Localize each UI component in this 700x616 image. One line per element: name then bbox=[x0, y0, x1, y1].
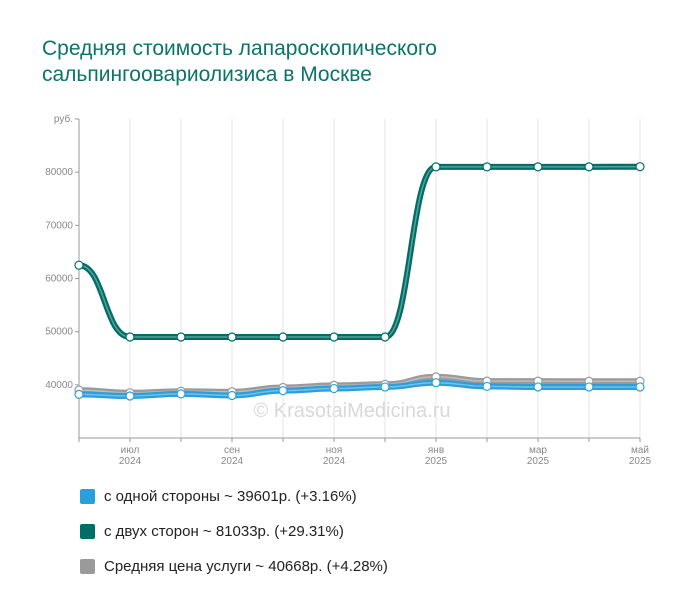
y-tick-label: 40000 bbox=[45, 380, 73, 391]
point bbox=[380, 332, 390, 342]
x-tick-label-part: 2024 bbox=[323, 456, 346, 467]
y-tick-label: 80000 bbox=[45, 167, 73, 178]
x-tick-label-part: 2024 bbox=[221, 456, 244, 467]
point bbox=[125, 332, 135, 342]
point bbox=[74, 260, 84, 270]
point bbox=[584, 162, 594, 172]
point bbox=[533, 162, 543, 172]
chart-title: Средняя стоимость лапароскопического сал… bbox=[42, 37, 437, 86]
x-tick-label: июл 2024 bbox=[119, 445, 142, 467]
point bbox=[278, 332, 288, 342]
x-tick-label-part: май bbox=[631, 445, 649, 456]
point bbox=[227, 332, 237, 342]
point bbox=[635, 382, 645, 392]
legend-label: с двух сторон ~ 81033р. (+29.31%) bbox=[104, 523, 344, 540]
legend-label: Средняя цена услуги ~ 40668р. (+4.28%) bbox=[104, 558, 388, 575]
legend-swatch bbox=[80, 559, 95, 574]
x-tick-label: янв 2025 bbox=[425, 445, 448, 467]
x-tick-label: мар 2025 bbox=[527, 445, 550, 467]
point bbox=[329, 383, 339, 394]
point bbox=[329, 332, 339, 342]
point bbox=[431, 162, 441, 172]
point bbox=[74, 389, 84, 400]
series-line-highlight bbox=[78, 165, 641, 338]
point bbox=[635, 162, 645, 172]
legend-swatch bbox=[80, 489, 95, 504]
x-tick-label: сен 2024 bbox=[221, 445, 244, 467]
y-tick-label: 60000 bbox=[45, 274, 73, 285]
point bbox=[380, 382, 390, 392]
y-tick-label: руб. bbox=[54, 113, 73, 125]
x-tick-label-part: ноя bbox=[326, 445, 343, 456]
legend-swatch bbox=[80, 524, 95, 539]
x-tick-label-part: янв bbox=[428, 445, 444, 456]
x-tick-label-part: 2025 bbox=[629, 456, 652, 467]
x-tick-label: ноя 2024 bbox=[323, 445, 346, 467]
point bbox=[227, 390, 237, 401]
x-tick-label-part: сен bbox=[224, 445, 240, 456]
x-tick-label-part: июл bbox=[121, 445, 140, 456]
watermark: © KrasotaiMedicina.ru bbox=[253, 400, 450, 422]
x-tick-label-part: 2025 bbox=[425, 456, 448, 467]
point bbox=[533, 382, 543, 392]
series-line bbox=[78, 163, 641, 340]
series-line bbox=[78, 379, 641, 399]
point bbox=[482, 381, 492, 392]
point bbox=[431, 378, 441, 388]
x-tick-label-part: мар bbox=[529, 445, 547, 456]
y-tick-label: 50000 bbox=[45, 327, 73, 338]
point bbox=[278, 386, 288, 396]
series-line-highlight bbox=[78, 381, 641, 397]
x-tick-label-part: 2024 bbox=[119, 456, 142, 467]
x-tick-label-part: 2025 bbox=[527, 456, 550, 467]
y-tick-label: 70000 bbox=[45, 220, 73, 231]
point bbox=[176, 389, 186, 399]
x-tick-label: май 2025 bbox=[629, 445, 652, 467]
point bbox=[482, 162, 492, 172]
legend-label: с одной стороны ~ 39601р. (+3.16%) bbox=[104, 488, 357, 505]
point bbox=[176, 332, 186, 342]
point bbox=[584, 382, 594, 392]
point bbox=[125, 391, 135, 401]
